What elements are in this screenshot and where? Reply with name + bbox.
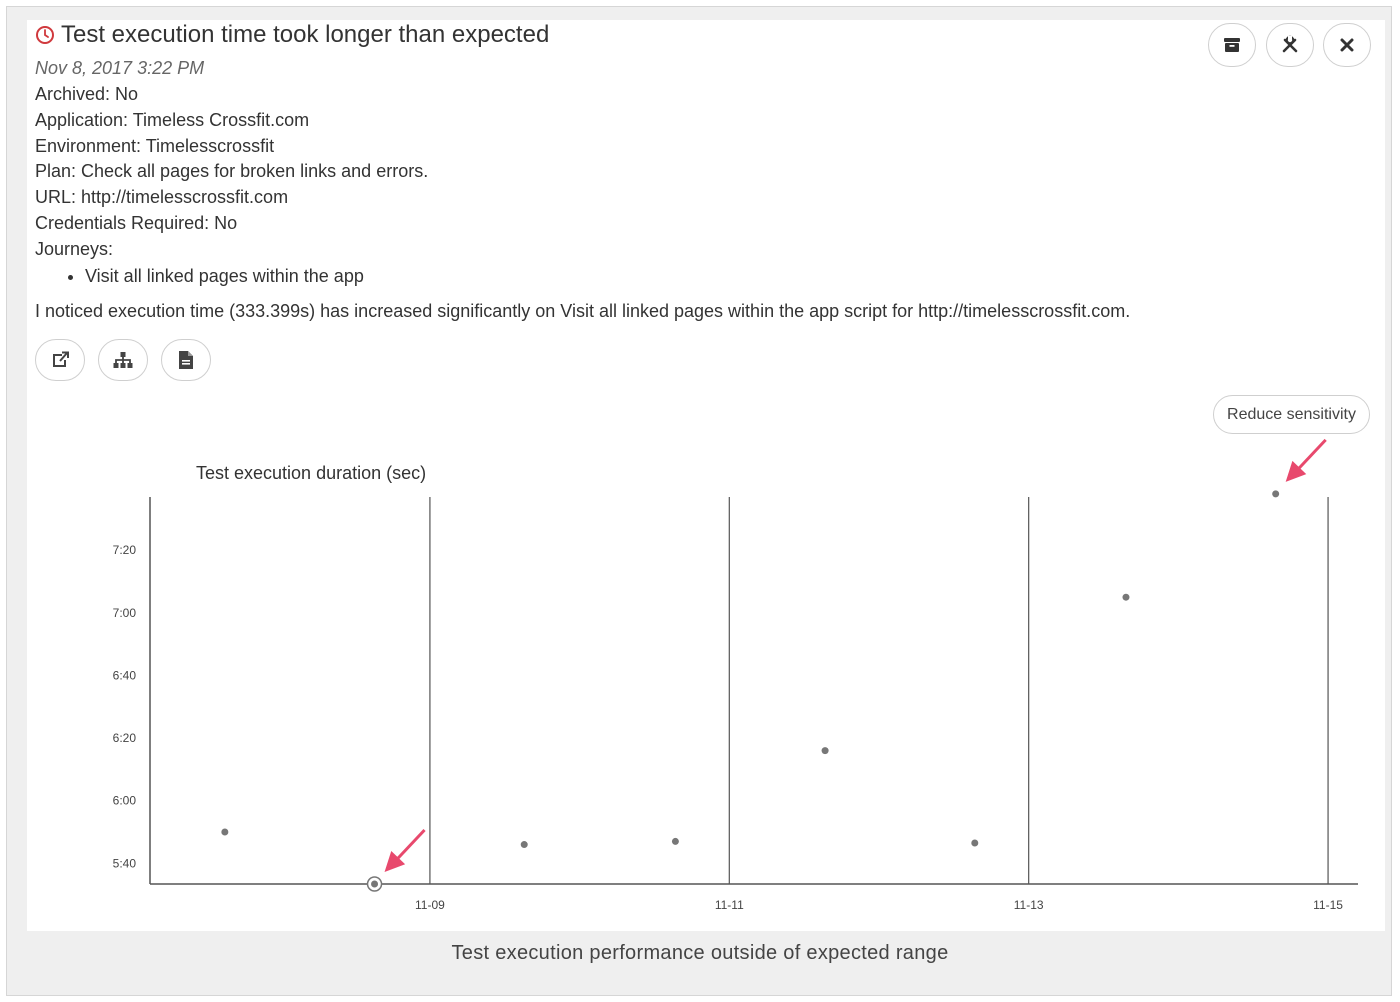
- annotation-arrowhead: [1285, 460, 1307, 482]
- alert-message: I noticed execution time (333.399s) has …: [35, 301, 1131, 321]
- data-point: [371, 880, 379, 888]
- x-tick-label: 11-11: [715, 898, 744, 912]
- archive-icon: [1224, 38, 1240, 52]
- reduce-sensitivity-button[interactable]: Reduce sensitivity: [1213, 395, 1370, 434]
- annotation-arrowhead: [384, 851, 406, 872]
- application-name: Application: Timeless Crossfit.com: [35, 109, 310, 130]
- environment-name: Environment: Timelesscrossfit: [35, 135, 275, 156]
- list-item: Visit all linked pages within the app: [85, 263, 428, 289]
- sitemap-button[interactable]: [98, 339, 148, 381]
- data-point: [821, 747, 829, 755]
- y-tick-label: 5:40: [113, 856, 137, 870]
- x-tick-label: 11-09: [415, 898, 445, 912]
- close-icon: [1340, 38, 1354, 52]
- document-icon: [179, 351, 193, 369]
- x-tick-label: 11-15: [1313, 898, 1343, 912]
- alert-card: [27, 20, 1385, 931]
- journeys-list: Visit all linked pages within the app: [35, 263, 428, 289]
- clock-icon: [36, 26, 54, 44]
- data-point: [520, 841, 528, 849]
- y-tick-label: 6:40: [113, 668, 137, 682]
- credentials-status: Credentials Required: No: [35, 212, 238, 233]
- x-tick-label: 11-13: [1014, 898, 1044, 912]
- data-point: [671, 837, 679, 845]
- y-tick-label: 7:20: [113, 543, 137, 557]
- sitemap-icon: [113, 352, 133, 368]
- data-point: [971, 839, 979, 847]
- plan-description: Plan: Check all pages for broken links a…: [35, 161, 429, 182]
- archive-button[interactable]: [1208, 23, 1256, 67]
- alert-header: Test execution time took longer than exp…: [35, 21, 549, 49]
- target-url: URL: http://timelesscrossfit.com: [35, 187, 289, 208]
- data-point: [1122, 593, 1130, 601]
- data-point: [1272, 490, 1280, 498]
- alert-date: Nov 8, 2017 3:22 PM: [35, 58, 205, 78]
- archived-status: Archived: No: [35, 84, 139, 104]
- tools-icon: [1282, 35, 1298, 53]
- screenshot-frame: [6, 6, 1392, 996]
- chart-title: Test execution duration (sec): [196, 463, 426, 483]
- tools-button[interactable]: [1266, 23, 1314, 67]
- y-tick-label: 6:20: [113, 731, 137, 745]
- alert-details: Archived: No Application: Timeless Cross…: [35, 82, 428, 289]
- alert-title: Test execution time took longer than exp…: [61, 21, 550, 48]
- y-tick-label: 6:00: [113, 794, 137, 808]
- journeys-label: Journeys:: [35, 238, 114, 259]
- y-tick-label: 7:00: [113, 606, 137, 620]
- external-link-icon: [53, 351, 69, 367]
- open-external-button[interactable]: [35, 339, 85, 381]
- report-button[interactable]: [161, 339, 211, 381]
- data-point: [221, 828, 229, 836]
- close-button[interactable]: [1323, 23, 1371, 67]
- figure-caption: Test execution performance outside of ex…: [451, 942, 949, 964]
